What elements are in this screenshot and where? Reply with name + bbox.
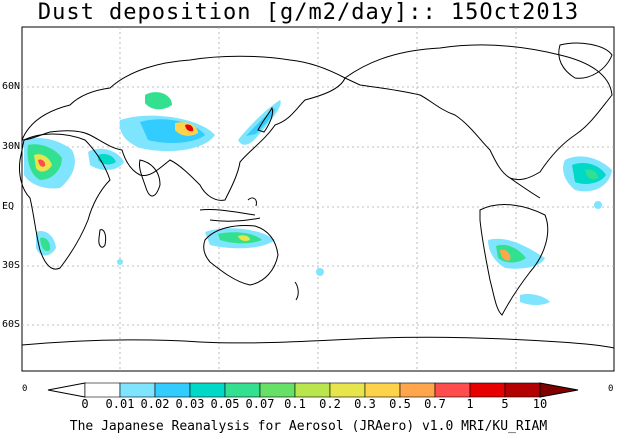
gridlines bbox=[22, 27, 614, 371]
lat-label-30s: 30S bbox=[2, 260, 21, 271]
colorbar-bin bbox=[469, 382, 506, 398]
map-title: Dust deposition [g/m2/day]:: 15Oct2013 bbox=[37, 0, 580, 25]
dust-shading bbox=[24, 92, 612, 305]
colorbar-tick-label: 0.01 bbox=[105, 397, 135, 411]
colorbar-bin bbox=[364, 382, 401, 398]
coast-madagascar bbox=[98, 229, 107, 248]
colorbar-bin bbox=[119, 382, 156, 398]
coast-india bbox=[139, 159, 161, 197]
coast-eurasia bbox=[21, 55, 346, 201]
colorbar-bin bbox=[189, 382, 226, 398]
colorbar-tick-label: 0.07 bbox=[245, 397, 275, 411]
colorbar-tick-label: 0.02 bbox=[140, 397, 170, 411]
colorbar-bin bbox=[329, 382, 366, 398]
colorbar-edge-right-label: 0 bbox=[608, 384, 614, 394]
colorbar-tick-label: 1 bbox=[466, 397, 474, 411]
coast-north-america bbox=[344, 44, 613, 181]
coast-new-zealand bbox=[294, 281, 299, 301]
colorbar-arrow-left bbox=[47, 382, 86, 398]
colorbar-bin bbox=[294, 382, 331, 398]
footer-credit: The Japanese Reanalysis for Aerosol (JRA… bbox=[69, 419, 548, 434]
colorbar-tick-label: 0.03 bbox=[175, 397, 205, 411]
lat-label-60s: 60S bbox=[2, 319, 21, 330]
coast-greenland bbox=[558, 42, 613, 79]
colorbar-tick-label: 0.1 bbox=[284, 397, 306, 411]
coast-indonesia bbox=[199, 197, 261, 222]
colorbar-arrow-right bbox=[539, 382, 579, 398]
coast-africa bbox=[19, 133, 111, 270]
colorbar-bin bbox=[399, 382, 436, 398]
colorbar-bin bbox=[224, 382, 261, 398]
colorbar-edge-left-label: 0 bbox=[22, 384, 28, 394]
coast-antarctica bbox=[21, 336, 615, 349]
colorbar bbox=[47, 382, 579, 398]
coast-australia bbox=[203, 225, 279, 286]
lat-label-eq: EQ bbox=[2, 201, 15, 212]
colorbar-bin bbox=[154, 382, 191, 398]
colorbar-bin bbox=[504, 382, 541, 398]
lat-label-30n: 30N bbox=[2, 141, 21, 152]
coastlines bbox=[19, 42, 615, 349]
colorbar-tick-label: 0.7 bbox=[424, 397, 446, 411]
colorbar-tick-label: 0 bbox=[81, 397, 89, 411]
colorbar-bin bbox=[434, 382, 471, 398]
colorbar-bin bbox=[259, 382, 296, 398]
colorbar-tick-label: 0.05 bbox=[210, 397, 240, 411]
colorbar-tick-label: 0.3 bbox=[354, 397, 376, 411]
coast-south-america bbox=[479, 204, 549, 316]
lat-label-60n: 60N bbox=[2, 81, 21, 92]
colorbar-tick-label: 10 bbox=[532, 397, 548, 411]
coast-japan bbox=[257, 106, 273, 133]
colorbar-bin bbox=[84, 382, 121, 398]
coast-central-america bbox=[509, 177, 541, 199]
colorbar-tick-label: 0.5 bbox=[389, 397, 411, 411]
colorbar-tick-label: 0.2 bbox=[319, 397, 341, 411]
colorbar-tick-label: 5 bbox=[501, 397, 509, 411]
